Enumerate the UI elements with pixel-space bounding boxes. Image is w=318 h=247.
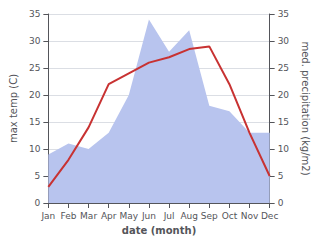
svg-text:Aug: Aug <box>180 211 198 221</box>
svg-text:max temp (C): max temp (C) <box>8 74 19 143</box>
svg-text:med. precipitation (kg/m2): med. precipitation (kg/m2) <box>300 41 311 175</box>
svg-text:35: 35 <box>29 9 40 19</box>
svg-text:15: 15 <box>29 117 40 127</box>
svg-text:Sep: Sep <box>201 211 218 221</box>
svg-text:30: 30 <box>278 36 290 46</box>
svg-text:10: 10 <box>29 144 41 154</box>
svg-text:Jan: Jan <box>40 211 55 221</box>
svg-text:0: 0 <box>35 198 41 208</box>
svg-text:20: 20 <box>278 90 290 100</box>
svg-text:Dec: Dec <box>261 211 278 221</box>
svg-text:5: 5 <box>278 171 284 181</box>
svg-text:25: 25 <box>278 63 289 73</box>
svg-text:May: May <box>120 211 139 221</box>
svg-text:35: 35 <box>278 9 289 19</box>
svg-text:date (month): date (month) <box>122 225 196 236</box>
svg-text:30: 30 <box>29 36 41 46</box>
svg-text:Nov: Nov <box>241 211 259 221</box>
svg-text:Apr: Apr <box>101 211 117 221</box>
svg-text:Mar: Mar <box>80 211 97 221</box>
svg-text:10: 10 <box>278 144 290 154</box>
svg-text:5: 5 <box>35 171 41 181</box>
svg-text:20: 20 <box>29 90 41 100</box>
svg-text:Jun: Jun <box>141 211 156 221</box>
svg-text:Oct: Oct <box>222 211 238 221</box>
svg-text:15: 15 <box>278 117 289 127</box>
svg-text:0: 0 <box>278 198 284 208</box>
svg-text:Feb: Feb <box>61 211 77 221</box>
svg-text:25: 25 <box>29 63 40 73</box>
svg-text:Jul: Jul <box>163 211 175 221</box>
